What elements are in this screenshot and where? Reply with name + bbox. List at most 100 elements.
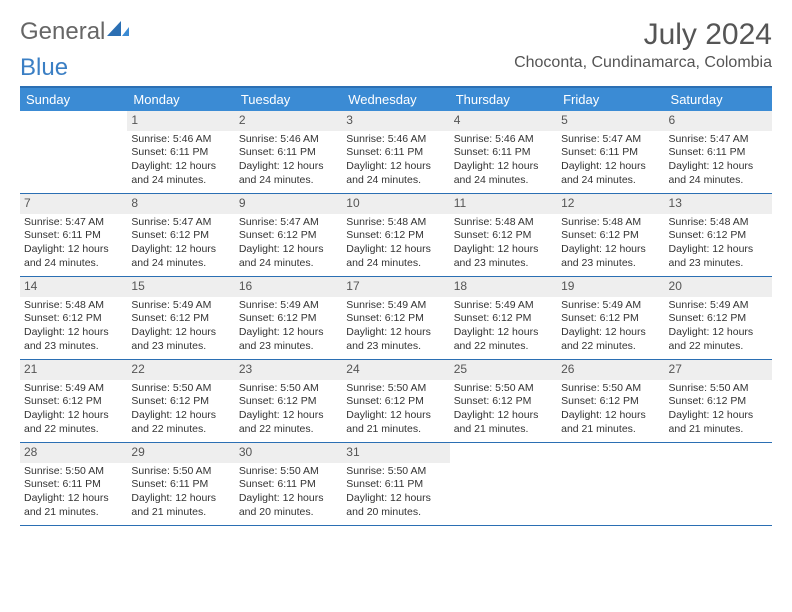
day-number: 3 — [342, 111, 449, 131]
daylight-text: Daylight: 12 hours and 22 minutes. — [24, 409, 123, 436]
day-cell: 16Sunrise: 5:49 AMSunset: 6:12 PMDayligh… — [235, 277, 342, 359]
sunrise-text: Sunrise: 5:49 AM — [131, 299, 230, 313]
day-body: Sunrise: 5:48 AMSunset: 6:12 PMDaylight:… — [557, 214, 664, 275]
day-cell: 14Sunrise: 5:48 AMSunset: 6:12 PMDayligh… — [20, 277, 127, 359]
weekday-header: Friday — [557, 88, 664, 111]
sunrise-text: Sunrise: 5:49 AM — [454, 299, 553, 313]
sunrise-text: Sunrise: 5:50 AM — [131, 382, 230, 396]
day-number: 22 — [127, 360, 234, 380]
daylight-text: Daylight: 12 hours and 20 minutes. — [239, 492, 338, 519]
day-body: Sunrise: 5:50 AMSunset: 6:12 PMDaylight:… — [557, 380, 664, 441]
day-number: 5 — [557, 111, 664, 131]
daylight-text: Daylight: 12 hours and 22 minutes. — [131, 409, 230, 436]
sunset-text: Sunset: 6:12 PM — [239, 229, 338, 243]
day-cell: 1Sunrise: 5:46 AMSunset: 6:11 PMDaylight… — [127, 111, 234, 193]
sunset-text: Sunset: 6:12 PM — [561, 312, 660, 326]
sunset-text: Sunset: 6:11 PM — [346, 146, 445, 160]
sunrise-text: Sunrise: 5:48 AM — [561, 216, 660, 230]
sunrise-text: Sunrise: 5:50 AM — [669, 382, 768, 396]
day-cell: 24Sunrise: 5:50 AMSunset: 6:12 PMDayligh… — [342, 360, 449, 442]
daylight-text: Daylight: 12 hours and 21 minutes. — [346, 409, 445, 436]
sunrise-text: Sunrise: 5:50 AM — [131, 465, 230, 479]
sunset-text: Sunset: 6:12 PM — [669, 312, 768, 326]
day-body: Sunrise: 5:49 AMSunset: 6:12 PMDaylight:… — [665, 297, 772, 358]
sunset-text: Sunset: 6:11 PM — [24, 229, 123, 243]
day-body: Sunrise: 5:49 AMSunset: 6:12 PMDaylight:… — [450, 297, 557, 358]
daylight-text: Daylight: 12 hours and 24 minutes. — [346, 243, 445, 270]
day-number: 20 — [665, 277, 772, 297]
day-number: 21 — [20, 360, 127, 380]
day-cell: 18Sunrise: 5:49 AMSunset: 6:12 PMDayligh… — [450, 277, 557, 359]
sunset-text: Sunset: 6:12 PM — [131, 395, 230, 409]
sunrise-text: Sunrise: 5:46 AM — [239, 133, 338, 147]
sunrise-text: Sunrise: 5:50 AM — [454, 382, 553, 396]
daylight-text: Daylight: 12 hours and 22 minutes. — [454, 326, 553, 353]
day-body: Sunrise: 5:49 AMSunset: 6:12 PMDaylight:… — [20, 380, 127, 441]
day-cell: 8Sunrise: 5:47 AMSunset: 6:12 PMDaylight… — [127, 194, 234, 276]
day-number: 4 — [450, 111, 557, 131]
day-cell: 2Sunrise: 5:46 AMSunset: 6:11 PMDaylight… — [235, 111, 342, 193]
day-body: Sunrise: 5:47 AMSunset: 6:11 PMDaylight:… — [557, 131, 664, 192]
day-cell: 4Sunrise: 5:46 AMSunset: 6:11 PMDaylight… — [450, 111, 557, 193]
month-title: July 2024 — [514, 18, 772, 52]
week-row: 1Sunrise: 5:46 AMSunset: 6:11 PMDaylight… — [20, 111, 772, 194]
weekday-header-row: Sunday Monday Tuesday Wednesday Thursday… — [20, 88, 772, 111]
day-body: Sunrise: 5:46 AMSunset: 6:11 PMDaylight:… — [127, 131, 234, 192]
sunset-text: Sunset: 6:12 PM — [454, 229, 553, 243]
day-body: Sunrise: 5:49 AMSunset: 6:12 PMDaylight:… — [235, 297, 342, 358]
day-cell: 25Sunrise: 5:50 AMSunset: 6:12 PMDayligh… — [450, 360, 557, 442]
day-cell: 3Sunrise: 5:46 AMSunset: 6:11 PMDaylight… — [342, 111, 449, 193]
sunset-text: Sunset: 6:11 PM — [131, 478, 230, 492]
sunset-text: Sunset: 6:11 PM — [669, 146, 768, 160]
day-number: 23 — [235, 360, 342, 380]
sunrise-text: Sunrise: 5:50 AM — [24, 465, 123, 479]
day-cell: 11Sunrise: 5:48 AMSunset: 6:12 PMDayligh… — [450, 194, 557, 276]
daylight-text: Daylight: 12 hours and 24 minutes. — [454, 160, 553, 187]
calendar: Sunday Monday Tuesday Wednesday Thursday… — [20, 86, 772, 526]
sunrise-text: Sunrise: 5:48 AM — [454, 216, 553, 230]
sunset-text: Sunset: 6:12 PM — [561, 229, 660, 243]
day-cell: 23Sunrise: 5:50 AMSunset: 6:12 PMDayligh… — [235, 360, 342, 442]
day-body: Sunrise: 5:48 AMSunset: 6:12 PMDaylight:… — [665, 214, 772, 275]
sunrise-text: Sunrise: 5:49 AM — [561, 299, 660, 313]
daylight-text: Daylight: 12 hours and 24 minutes. — [239, 160, 338, 187]
day-number: 1 — [127, 111, 234, 131]
sunset-text: Sunset: 6:12 PM — [346, 312, 445, 326]
sunset-text: Sunset: 6:12 PM — [24, 395, 123, 409]
sunrise-text: Sunrise: 5:50 AM — [239, 382, 338, 396]
day-body: Sunrise: 5:48 AMSunset: 6:12 PMDaylight:… — [20, 297, 127, 358]
daylight-text: Daylight: 12 hours and 24 minutes. — [131, 160, 230, 187]
daylight-text: Daylight: 12 hours and 24 minutes. — [24, 243, 123, 270]
daylight-text: Daylight: 12 hours and 22 minutes. — [561, 326, 660, 353]
day-number: 11 — [450, 194, 557, 214]
day-cell: 22Sunrise: 5:50 AMSunset: 6:12 PMDayligh… — [127, 360, 234, 442]
week-row: 28Sunrise: 5:50 AMSunset: 6:11 PMDayligh… — [20, 443, 772, 526]
day-body: Sunrise: 5:50 AMSunset: 6:12 PMDaylight:… — [127, 380, 234, 441]
day-cell: 12Sunrise: 5:48 AMSunset: 6:12 PMDayligh… — [557, 194, 664, 276]
sunset-text: Sunset: 6:11 PM — [239, 478, 338, 492]
day-body: Sunrise: 5:50 AMSunset: 6:12 PMDaylight:… — [450, 380, 557, 441]
day-number: 19 — [557, 277, 664, 297]
sunset-text: Sunset: 6:11 PM — [454, 146, 553, 160]
day-body: Sunrise: 5:49 AMSunset: 6:12 PMDaylight:… — [557, 297, 664, 358]
daylight-text: Daylight: 12 hours and 23 minutes. — [669, 243, 768, 270]
daylight-text: Daylight: 12 hours and 21 minutes. — [669, 409, 768, 436]
daylight-text: Daylight: 12 hours and 22 minutes. — [669, 326, 768, 353]
day-number: 7 — [20, 194, 127, 214]
day-body: Sunrise: 5:49 AMSunset: 6:12 PMDaylight:… — [127, 297, 234, 358]
sunset-text: Sunset: 6:12 PM — [346, 395, 445, 409]
day-body: Sunrise: 5:47 AMSunset: 6:11 PMDaylight:… — [665, 131, 772, 192]
sunset-text: Sunset: 6:12 PM — [239, 395, 338, 409]
daylight-text: Daylight: 12 hours and 24 minutes. — [131, 243, 230, 270]
day-number: 25 — [450, 360, 557, 380]
sunrise-text: Sunrise: 5:49 AM — [24, 382, 123, 396]
day-cell: 20Sunrise: 5:49 AMSunset: 6:12 PMDayligh… — [665, 277, 772, 359]
day-cell: 13Sunrise: 5:48 AMSunset: 6:12 PMDayligh… — [665, 194, 772, 276]
daylight-text: Daylight: 12 hours and 20 minutes. — [346, 492, 445, 519]
daylight-text: Daylight: 12 hours and 24 minutes. — [239, 243, 338, 270]
day-body: Sunrise: 5:48 AMSunset: 6:12 PMDaylight:… — [342, 214, 449, 275]
day-body: Sunrise: 5:46 AMSunset: 6:11 PMDaylight:… — [235, 131, 342, 192]
day-number: 12 — [557, 194, 664, 214]
day-cell: 31Sunrise: 5:50 AMSunset: 6:11 PMDayligh… — [342, 443, 449, 525]
sunrise-text: Sunrise: 5:47 AM — [669, 133, 768, 147]
